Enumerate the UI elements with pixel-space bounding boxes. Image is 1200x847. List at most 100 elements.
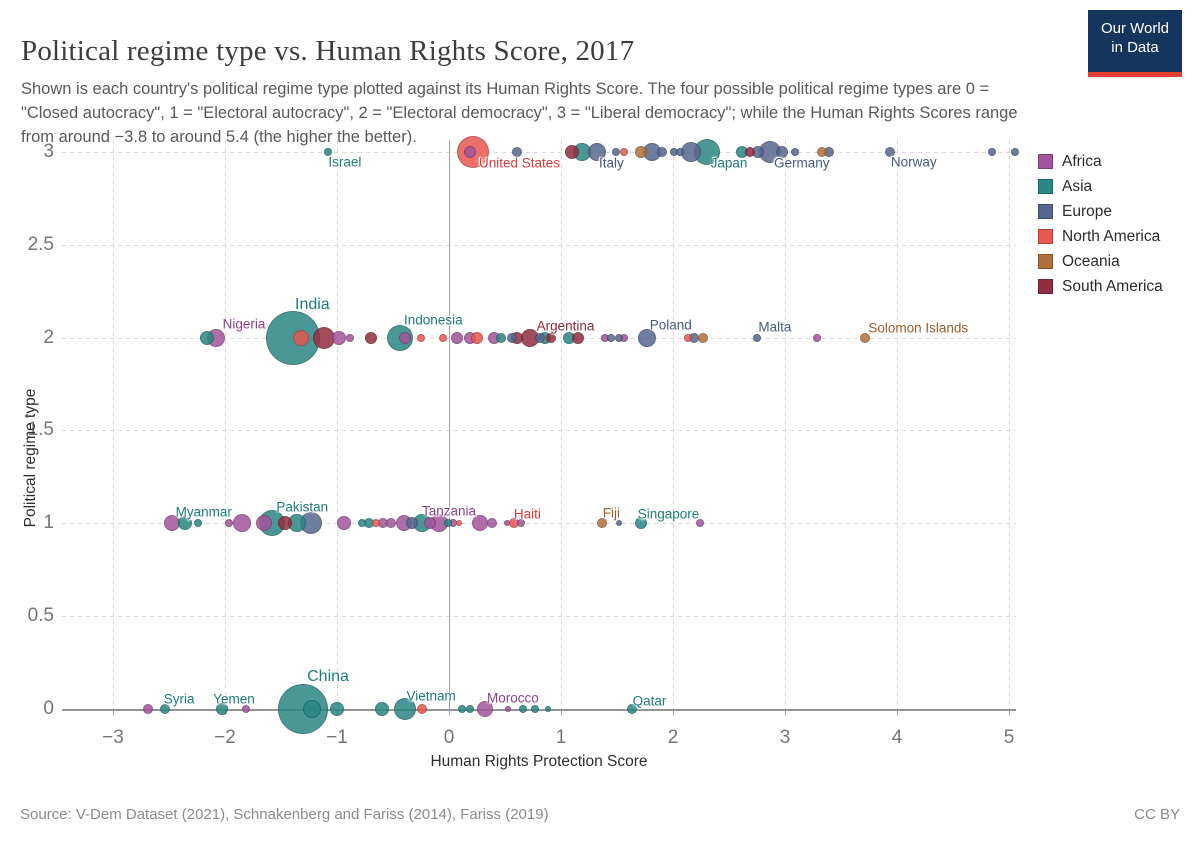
data-point-asia[interactable] bbox=[518, 705, 527, 713]
country-label-poland: Poland bbox=[649, 317, 692, 333]
legend-item-oceania[interactable]: Oceania bbox=[1038, 249, 1163, 274]
data-point-europe[interactable] bbox=[885, 146, 896, 157]
data-point-oceania[interactable] bbox=[698, 332, 709, 343]
data-point-north-america[interactable] bbox=[439, 333, 448, 342]
data-point-europe[interactable] bbox=[791, 147, 800, 156]
data-point-europe[interactable] bbox=[506, 332, 517, 343]
data-point-south-america[interactable] bbox=[364, 331, 377, 344]
data-point-europe[interactable] bbox=[607, 333, 616, 342]
data-point-asia[interactable] bbox=[303, 700, 322, 718]
data-point-africa[interactable] bbox=[232, 514, 251, 533]
data-point-north-america[interactable] bbox=[471, 331, 483, 344]
data-point-africa[interactable] bbox=[423, 517, 436, 530]
legend-item-north-america[interactable]: North America bbox=[1038, 224, 1163, 249]
legend-swatch-icon bbox=[1038, 154, 1053, 169]
data-point-africa[interactable] bbox=[450, 331, 463, 344]
data-point-asia[interactable] bbox=[466, 705, 475, 713]
data-point-africa[interactable] bbox=[142, 704, 153, 714]
data-point-asia[interactable] bbox=[215, 703, 228, 715]
data-point-asia[interactable] bbox=[443, 519, 452, 528]
data-point-europe[interactable] bbox=[1010, 147, 1019, 156]
data-point-oceania[interactable] bbox=[816, 146, 827, 157]
data-point-africa[interactable] bbox=[242, 705, 251, 713]
data-point-asia[interactable] bbox=[394, 698, 417, 720]
y-tick-label: 3 bbox=[43, 140, 54, 162]
data-point-europe[interactable] bbox=[512, 146, 523, 157]
data-point-north-america[interactable] bbox=[293, 329, 310, 346]
data-point-africa[interactable] bbox=[399, 331, 412, 344]
legend-item-europe[interactable]: Europe bbox=[1038, 199, 1163, 224]
x-tick-mark bbox=[897, 709, 898, 715]
data-point-asia[interactable] bbox=[458, 705, 467, 713]
data-point-north-america[interactable] bbox=[683, 333, 692, 342]
data-point-oceania[interactable] bbox=[634, 145, 647, 158]
data-point-asia[interactable] bbox=[634, 517, 647, 530]
data-point-europe[interactable] bbox=[656, 146, 667, 157]
data-point-north-america[interactable] bbox=[372, 519, 381, 528]
data-point-africa[interactable] bbox=[505, 706, 512, 712]
data-point-europe[interactable] bbox=[775, 145, 788, 158]
data-point-africa[interactable] bbox=[385, 518, 396, 529]
data-point-south-america[interactable] bbox=[571, 331, 584, 344]
legend-item-africa[interactable]: Africa bbox=[1038, 149, 1163, 174]
data-point-africa[interactable] bbox=[516, 519, 525, 528]
data-point-asia[interactable] bbox=[159, 704, 170, 714]
data-point-africa[interactable] bbox=[695, 519, 704, 528]
data-point-africa[interactable] bbox=[346, 333, 355, 342]
data-point-africa[interactable] bbox=[225, 519, 234, 528]
data-point-asia[interactable] bbox=[200, 330, 215, 345]
x-tick-mark bbox=[1009, 709, 1010, 715]
legend-label: North America bbox=[1062, 227, 1161, 245]
country-label-united-states: United States bbox=[479, 155, 561, 171]
data-point-asia[interactable] bbox=[330, 702, 344, 716]
country-label-fiji: Fiji bbox=[602, 505, 621, 521]
data-point-south-america[interactable] bbox=[278, 516, 293, 531]
country-label-indonesia: Indonesia bbox=[404, 312, 463, 328]
data-point-europe[interactable] bbox=[680, 141, 701, 162]
data-point-europe[interactable] bbox=[611, 147, 620, 156]
data-point-europe[interactable] bbox=[753, 333, 761, 342]
data-point-europe[interactable] bbox=[675, 147, 684, 156]
owid-logo[interactable]: Our World in Data bbox=[1088, 10, 1182, 77]
data-point-asia[interactable] bbox=[324, 147, 333, 156]
x-tick-mark bbox=[561, 709, 562, 715]
data-point-europe[interactable] bbox=[616, 520, 623, 527]
license-link[interactable]: CC BY bbox=[1134, 806, 1180, 823]
data-point-asia[interactable] bbox=[177, 516, 192, 531]
data-point-africa[interactable] bbox=[256, 515, 273, 532]
data-point-europe[interactable] bbox=[615, 333, 624, 342]
data-point-north-america[interactable] bbox=[619, 147, 628, 156]
data-point-south-america[interactable] bbox=[745, 146, 756, 157]
data-point-north-america[interactable] bbox=[456, 520, 463, 527]
data-point-south-america[interactable] bbox=[312, 326, 335, 349]
data-point-africa[interactable] bbox=[332, 330, 347, 345]
data-point-africa[interactable] bbox=[336, 516, 351, 531]
data-point-asia[interactable] bbox=[374, 702, 389, 716]
data-point-asia[interactable] bbox=[357, 519, 366, 528]
zero-axis-line bbox=[449, 140, 450, 709]
data-point-europe[interactable] bbox=[638, 328, 657, 347]
data-point-asia[interactable] bbox=[531, 705, 540, 713]
data-point-africa[interactable] bbox=[464, 145, 477, 158]
legend-item-asia[interactable]: Asia bbox=[1038, 174, 1163, 199]
data-point-africa[interactable] bbox=[476, 701, 493, 717]
data-point-oceania[interactable] bbox=[859, 332, 870, 343]
data-point-south-america[interactable] bbox=[565, 144, 580, 159]
data-point-asia[interactable] bbox=[626, 704, 637, 714]
data-point-oceania[interactable] bbox=[597, 518, 608, 529]
data-point-africa[interactable] bbox=[486, 518, 497, 529]
data-point-europe[interactable] bbox=[406, 517, 419, 530]
data-point-europe[interactable] bbox=[534, 332, 545, 343]
legend-item-south-america[interactable]: South America bbox=[1038, 274, 1163, 299]
data-point-africa[interactable] bbox=[813, 333, 822, 342]
data-point-europe[interactable] bbox=[988, 147, 997, 156]
data-point-south-america[interactable] bbox=[545, 332, 556, 343]
data-point-north-america[interactable] bbox=[417, 333, 425, 342]
data-point-asia[interactable] bbox=[544, 706, 551, 712]
data-point-europe[interactable] bbox=[587, 142, 606, 161]
data-point-africa[interactable] bbox=[504, 520, 511, 527]
data-point-asia[interactable] bbox=[495, 332, 506, 343]
data-point-asia[interactable] bbox=[194, 519, 203, 528]
country-label-qatar: Qatar bbox=[632, 693, 667, 709]
data-point-north-america[interactable] bbox=[417, 704, 428, 714]
